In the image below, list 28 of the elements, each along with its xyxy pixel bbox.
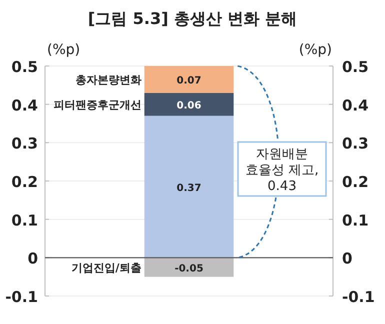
y-tick-label: 0.3 — [11, 134, 38, 153]
y2-tick-label: 0.4 — [342, 96, 369, 114]
y-tick-label: 0.5 — [11, 58, 38, 76]
y2-tick-label: 0.3 — [342, 134, 369, 153]
y-tick-label: -0.1 — [5, 288, 38, 306]
y2-tick-label: 0.2 — [342, 173, 369, 191]
y2-tick-label: 0.5 — [342, 58, 369, 76]
data-label: 0.06 — [176, 100, 202, 112]
series-label: 총자본량변화 — [75, 73, 142, 86]
series-label: 기업진입/퇴출 — [71, 261, 142, 274]
series-label: 피터팬증후군개선 — [53, 98, 142, 112]
chart-title: [그림 5.3] 총생산 변화 분해 — [88, 9, 298, 28]
text: 자원배분 효율성 제고, 0.43 — [245, 147, 319, 194]
bar — [144, 66, 234, 93]
y2-tick-label: -0.1 — [342, 288, 375, 306]
y2-tick-label: 0.1 — [342, 211, 369, 230]
y-tick-label: 0 — [28, 250, 38, 268]
bar — [144, 92, 234, 116]
data-label: 0.07 — [176, 75, 202, 86]
data-label: 0.37 — [176, 182, 202, 194]
y-tick-label: 0.4 — [11, 96, 38, 114]
y-tick-label: 0.1 — [11, 211, 38, 230]
y-axis-title: (%p) — [47, 42, 80, 58]
y-tick-label: 0.2 — [11, 173, 38, 191]
data-label: -0.05 — [174, 263, 204, 274]
y2-tick-label: 0 — [342, 250, 352, 268]
y2-axis-title: (%p) — [298, 42, 332, 58]
bar — [144, 116, 234, 258]
